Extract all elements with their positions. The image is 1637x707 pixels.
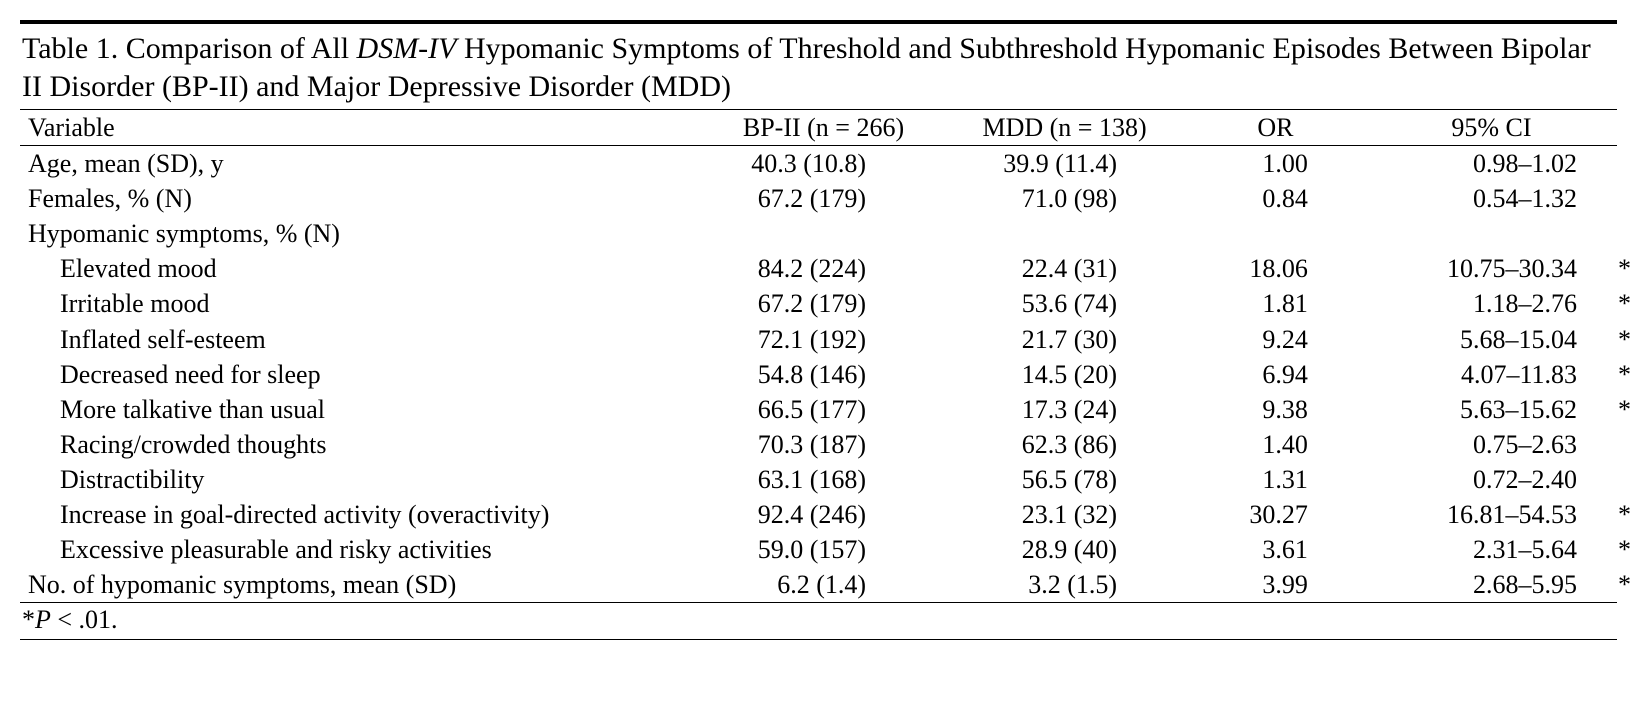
cell-mdd: 21.7 (30) bbox=[944, 322, 1185, 357]
table-row: Excessive pleasurable and risky activiti… bbox=[20, 532, 1617, 567]
cell-bp: 92.4 (246) bbox=[703, 497, 944, 532]
cell-mdd: 71.0 (98) bbox=[944, 181, 1185, 216]
cell-ci: 10.75–30.34 bbox=[1366, 251, 1617, 286]
cell-mdd: 14.5 (20) bbox=[944, 357, 1185, 392]
col-variable: Variable bbox=[20, 110, 703, 146]
cell-or: 30.27 bbox=[1185, 497, 1366, 532]
table-row: More talkative than usual66.5 (177)17.3 … bbox=[20, 392, 1617, 427]
col-bp: BP-II (n = 266) bbox=[703, 110, 944, 146]
table-row: No. of hypomanic symptoms, mean (SD)6.2 … bbox=[20, 567, 1617, 603]
cell-mdd: 3.2 (1.5) bbox=[944, 567, 1185, 603]
cell-bp: 66.5 (177) bbox=[703, 392, 944, 427]
cell-bp: 63.1 (168) bbox=[703, 462, 944, 497]
table-row: Hypomanic symptoms, % (N) bbox=[20, 216, 1617, 251]
cell-or: 3.61 bbox=[1185, 532, 1366, 567]
col-mdd: MDD (n = 138) bbox=[944, 110, 1185, 146]
cell-mdd: 39.9 (11.4) bbox=[944, 146, 1185, 182]
row-label: Elevated mood bbox=[20, 251, 703, 286]
cell-or: 6.94 bbox=[1185, 357, 1366, 392]
cell-ci: 0.75–2.63 bbox=[1366, 427, 1617, 462]
cell-or: 18.06 bbox=[1185, 251, 1366, 286]
title-em: DSM-IV bbox=[357, 32, 457, 65]
cell-bp: 40.3 (10.8) bbox=[703, 146, 944, 182]
cell-or: 1.00 bbox=[1185, 146, 1366, 182]
cell-bp: 67.2 (179) bbox=[703, 181, 944, 216]
table-body: Age, mean (SD), y40.3 (10.8)39.9 (11.4)1… bbox=[20, 146, 1617, 603]
cell-ci: 0.98–1.02 bbox=[1366, 146, 1617, 182]
cell-mdd: 62.3 (86) bbox=[944, 427, 1185, 462]
row-label: Age, mean (SD), y bbox=[20, 146, 703, 182]
table-footnote: *P < .01. bbox=[20, 603, 1617, 640]
table-row: Irritable mood67.2 (179)53.6 (74)1.811.1… bbox=[20, 286, 1617, 321]
cell-mdd: 53.6 (74) bbox=[944, 286, 1185, 321]
row-label: Females, % (N) bbox=[20, 181, 703, 216]
cell-bp: 70.3 (187) bbox=[703, 427, 944, 462]
cell-mdd: 23.1 (32) bbox=[944, 497, 1185, 532]
data-table: Variable BP-II (n = 266) MDD (n = 138) O… bbox=[20, 110, 1617, 603]
cell-ci: 16.81–54.53 bbox=[1366, 497, 1617, 532]
cell-bp: 6.2 (1.4) bbox=[703, 567, 944, 603]
header-row: Variable BP-II (n = 266) MDD (n = 138) O… bbox=[20, 110, 1617, 146]
cell-ci: 1.18–2.76 bbox=[1366, 286, 1617, 321]
table-row: Distractibility63.1 (168)56.5 (78)1.310.… bbox=[20, 462, 1617, 497]
row-label: Decreased need for sleep bbox=[20, 357, 703, 392]
cell-ci: 0.54–1.32 bbox=[1366, 181, 1617, 216]
cell-ci: 5.68–15.04 bbox=[1366, 322, 1617, 357]
cell-or: 1.40 bbox=[1185, 427, 1366, 462]
row-label: Distractibility bbox=[20, 462, 703, 497]
cell-or: 3.99 bbox=[1185, 567, 1366, 603]
row-label: Irritable mood bbox=[20, 286, 703, 321]
cell-mdd: 56.5 (78) bbox=[944, 462, 1185, 497]
footnote-p: P bbox=[35, 605, 51, 634]
table-row: Females, % (N)67.2 (179)71.0 (98)0.840.5… bbox=[20, 181, 1617, 216]
table-1: Table 1. Comparison of All DSM-IV Hypoma… bbox=[20, 20, 1617, 640]
table-row: Decreased need for sleep54.8 (146)14.5 (… bbox=[20, 357, 1617, 392]
cell-mdd: 17.3 (24) bbox=[944, 392, 1185, 427]
table-row: Inflated self-esteem72.1 (192)21.7 (30)9… bbox=[20, 322, 1617, 357]
table-row: Age, mean (SD), y40.3 (10.8)39.9 (11.4)1… bbox=[20, 146, 1617, 182]
row-label: More talkative than usual bbox=[20, 392, 703, 427]
row-label: Inflated self-esteem bbox=[20, 322, 703, 357]
row-label: Excessive pleasurable and risky activiti… bbox=[20, 532, 703, 567]
cell-bp: 84.2 (224) bbox=[703, 251, 944, 286]
cell-ci: 4.07–11.83 bbox=[1366, 357, 1617, 392]
cell-ci: 2.31–5.64 bbox=[1366, 532, 1617, 567]
footnote-rest: < .01. bbox=[51, 605, 118, 634]
cell-bp: 54.8 (146) bbox=[703, 357, 944, 392]
cell-or: 1.31 bbox=[1185, 462, 1366, 497]
col-ci: 95% CI bbox=[1366, 110, 1617, 146]
col-or: OR bbox=[1185, 110, 1366, 146]
cell-or: 0.84 bbox=[1185, 181, 1366, 216]
cell-bp: 59.0 (157) bbox=[703, 532, 944, 567]
cell-bp: 72.1 (192) bbox=[703, 322, 944, 357]
table-row: Elevated mood84.2 (224)22.4 (31)18.0610.… bbox=[20, 251, 1617, 286]
cell-bp: 67.2 (179) bbox=[703, 286, 944, 321]
cell-or: 9.38 bbox=[1185, 392, 1366, 427]
table-row: Racing/crowded thoughts70.3 (187)62.3 (8… bbox=[20, 427, 1617, 462]
cell-or: 9.24 bbox=[1185, 322, 1366, 357]
row-label: Increase in goal-directed activity (over… bbox=[20, 497, 703, 532]
cell-ci: 5.63–15.62 bbox=[1366, 392, 1617, 427]
row-label: No. of hypomanic symptoms, mean (SD) bbox=[20, 567, 703, 603]
table-title: Table 1. Comparison of All DSM-IV Hypoma… bbox=[20, 24, 1617, 110]
cell-or: 1.81 bbox=[1185, 286, 1366, 321]
cell-mdd: 22.4 (31) bbox=[944, 251, 1185, 286]
footnote-asterisk: * bbox=[22, 605, 35, 634]
cell-ci: 2.68–5.95 bbox=[1366, 567, 1617, 603]
row-label: Racing/crowded thoughts bbox=[20, 427, 703, 462]
section-label: Hypomanic symptoms, % (N) bbox=[20, 216, 1617, 251]
cell-ci: 0.72–2.40 bbox=[1366, 462, 1617, 497]
cell-mdd: 28.9 (40) bbox=[944, 532, 1185, 567]
table-row: Increase in goal-directed activity (over… bbox=[20, 497, 1617, 532]
title-pre: Table 1. Comparison of All bbox=[22, 32, 357, 65]
